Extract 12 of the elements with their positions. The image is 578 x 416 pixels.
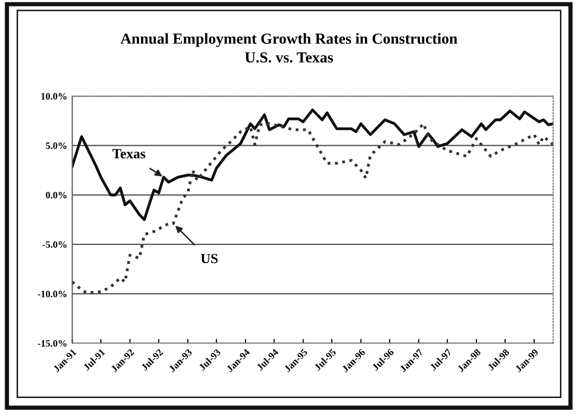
y-tick-label: 10.0% (41, 93, 66, 100)
y-tick-label: -10.0% (38, 290, 66, 298)
y-tick-label: 0.0% (46, 192, 66, 198)
annotation: US (200, 254, 218, 264)
chart-title: Annual Employment Growth Rates in Construction (120, 33, 458, 47)
y-tick-label: -5.0% (42, 241, 66, 248)
annotation: Texas (112, 149, 146, 158)
line-series (72, 108, 554, 222)
line-series (72, 122, 554, 294)
chart-subtitle: U.S. vs. Texas (245, 52, 333, 63)
y-tick-label: -15.0% (38, 340, 66, 347)
y-tick-label: 5.0% (46, 142, 66, 150)
